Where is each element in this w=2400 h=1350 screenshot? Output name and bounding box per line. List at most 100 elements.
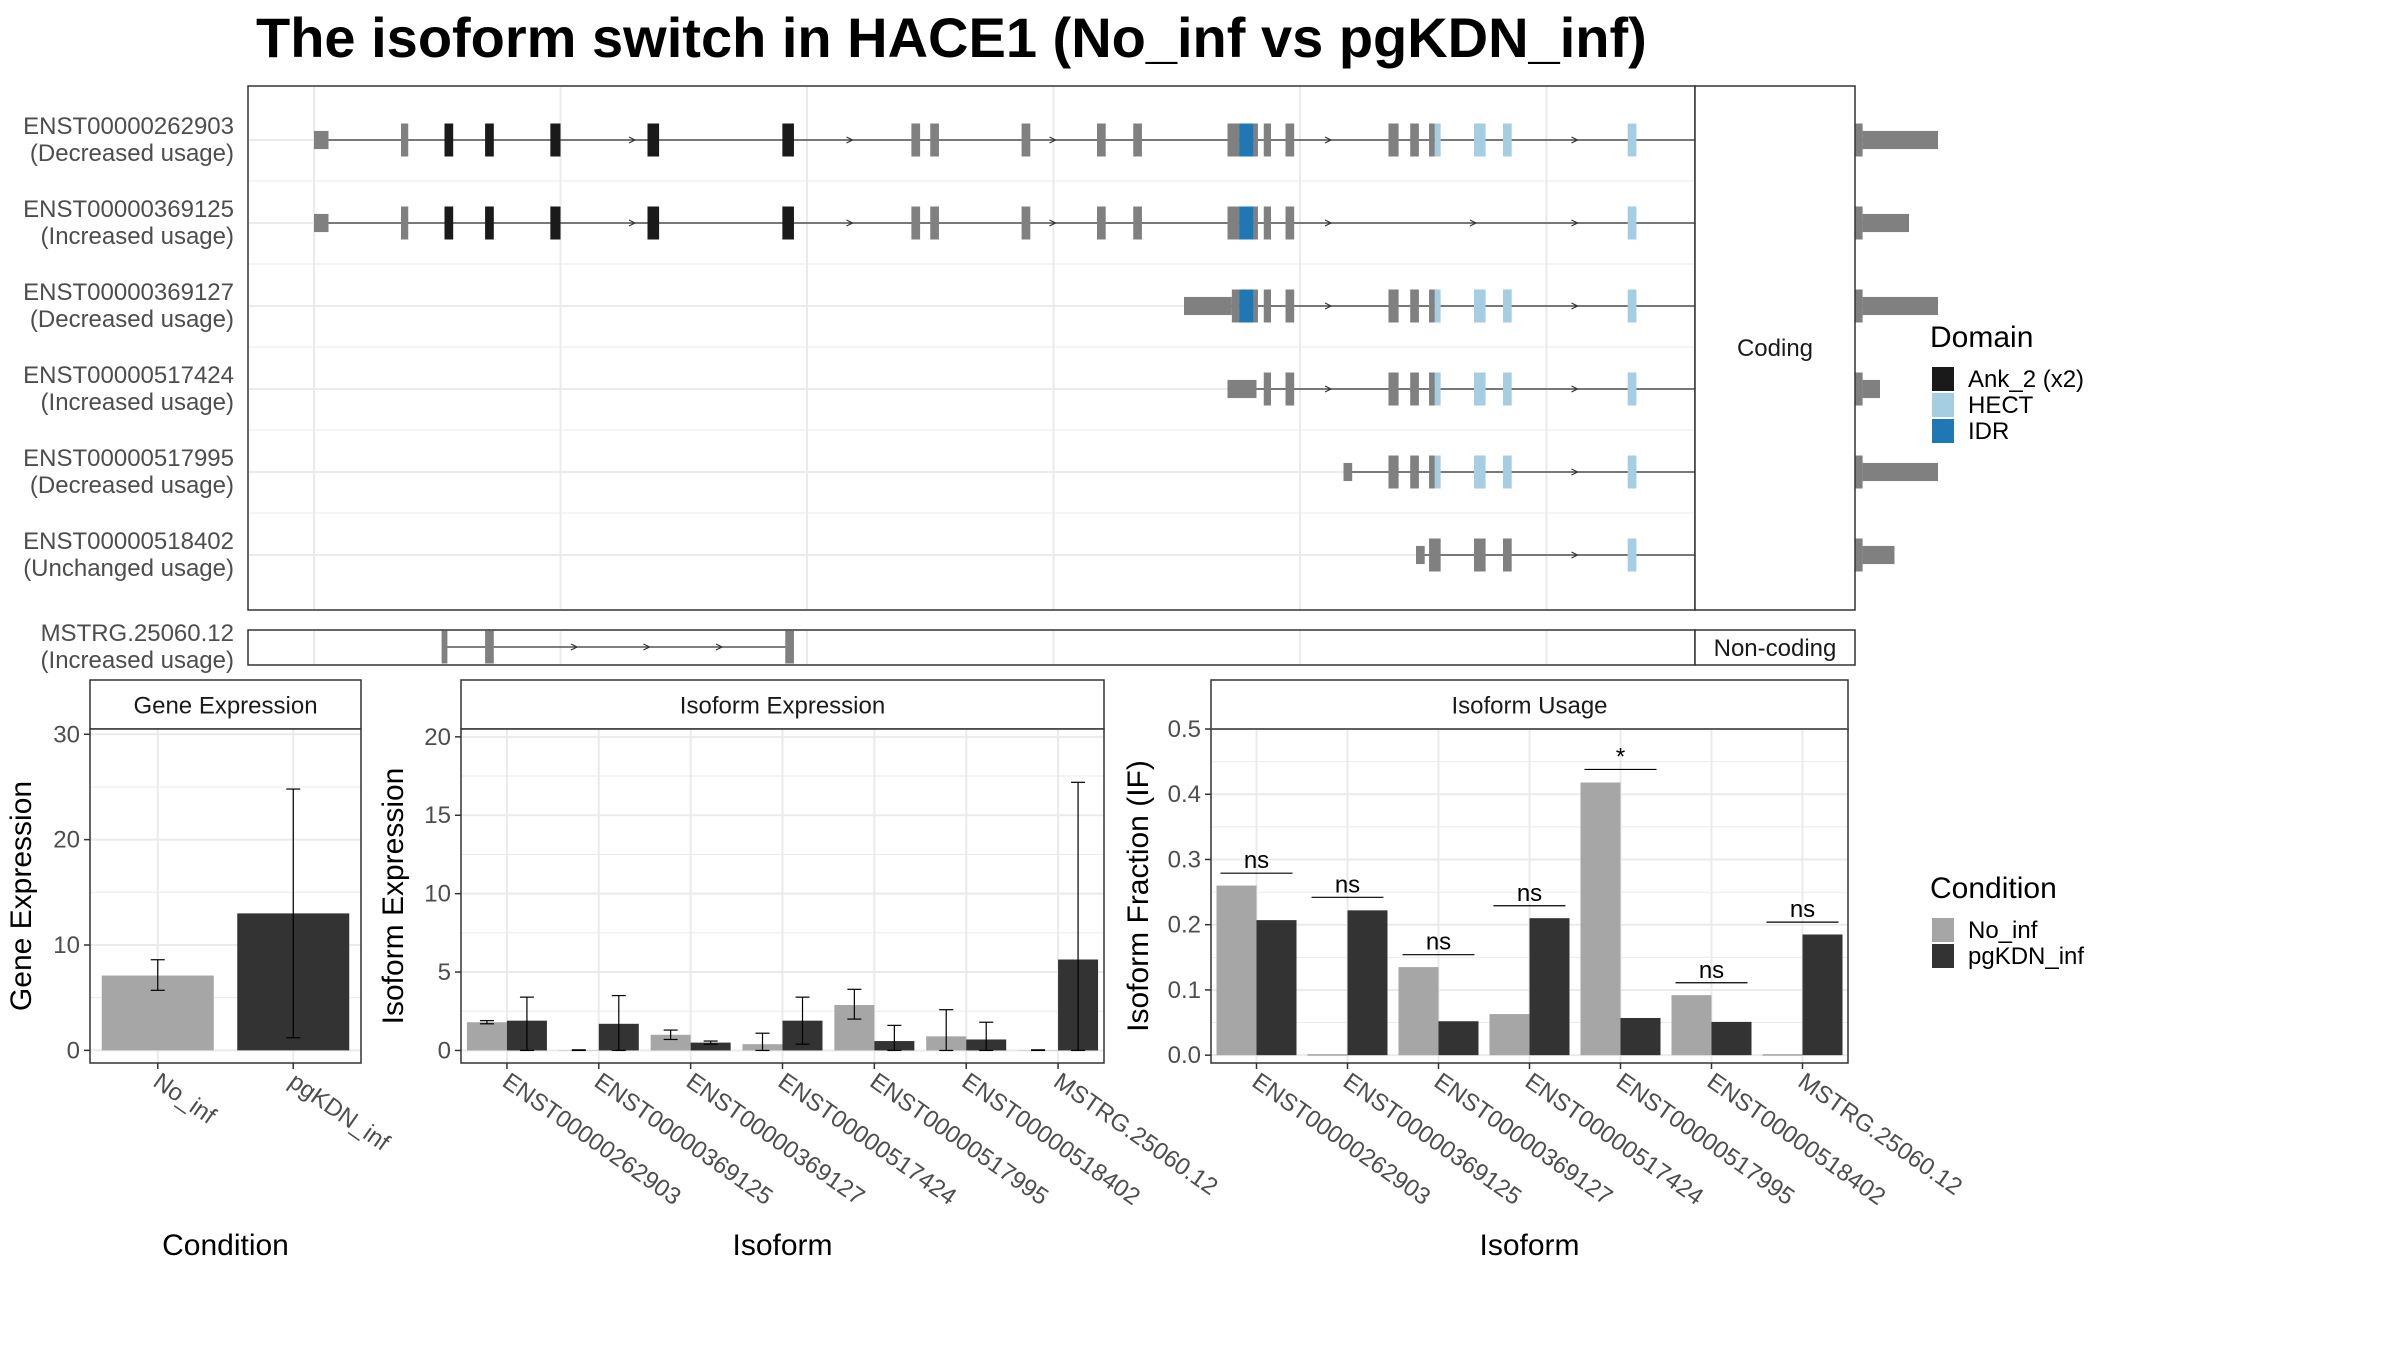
isoform-usage-label: (Increased usage): [41, 223, 234, 250]
significance-label: ns: [1244, 847, 1269, 874]
isoform-enst00000517424-exon-block: [1388, 372, 1399, 406]
isoform-expression-panel: Isoform Expression05101520ENST0000026290…: [377, 679, 1223, 1262]
isoform-mstrg.25060.12-exon-block: [441, 630, 448, 664]
isoform-label-enst00000369127: ENST00000369127: [23, 279, 234, 306]
bar: [1216, 885, 1257, 1056]
y-tick-label: 0: [67, 1037, 80, 1064]
isoform-enst00000262903-direction-arrow: [628, 136, 637, 144]
isoform-enst00000369125-exon-block: [1253, 206, 1258, 240]
panel-strip: [460, 679, 1105, 730]
condition-legend-label: pgKDN_inf: [1968, 943, 2084, 970]
isoform-enst00000262903-exon-block: [1862, 130, 1938, 150]
isoform-enst00000262903-hect-block: [1434, 123, 1441, 157]
bar: [1256, 920, 1297, 1056]
y-tick-label: 0.1: [1168, 977, 1201, 1004]
isoform-enst00000262903-exon-block: [1855, 123, 1863, 157]
isoform-enst00000369125-direction-arrow: [1469, 219, 1478, 227]
isoform-enst00000262903-ank-block: [550, 123, 561, 157]
isoform-enst00000262903-exon-block: [314, 130, 329, 150]
bar: [1489, 1014, 1530, 1056]
isoform-enst00000262903-ank-block: [647, 123, 660, 157]
isoform-enst00000369127-hect-block: [1434, 289, 1441, 323]
panel-strip-title: Isoform Usage: [1451, 693, 1607, 720]
isoform-mstrg.25060.12-exon-block: [785, 630, 794, 664]
isoform-enst00000369125-exon-block: [314, 213, 329, 233]
panel-strip-title: Gene Expression: [133, 693, 317, 720]
isoform-enst00000369125-direction-arrow: [1324, 219, 1333, 227]
isoform-enst00000369127-exon-block: [1184, 296, 1232, 316]
isoform-enst00000369125-exon-block: [1855, 206, 1863, 240]
isoform-enst00000369127-exon-block: [1263, 289, 1271, 323]
coding-strip: [1694, 85, 1856, 611]
isoform-enst00000262903-exon-block: [930, 123, 939, 157]
isoform-enst00000369125-direction-arrow: [628, 219, 637, 227]
noncoding-strip-label: Non-coding: [1714, 635, 1837, 662]
isoform-enst00000517424-hect-block: [1434, 372, 1441, 406]
x-axis-title: Isoform: [1479, 1229, 1579, 1262]
y-axis-title: Isoform Expression: [377, 768, 410, 1025]
isoform-enst00000517995-exon-block: [1855, 455, 1863, 489]
isoform-label-enst00000369125: ENST00000369125: [23, 196, 234, 223]
y-tick-label: 0.4: [1168, 781, 1201, 808]
isoform-enst00000369125-exon-block: [911, 206, 921, 240]
isoform-enst00000262903-direction-arrow: [1049, 136, 1057, 144]
isoform-enst00000262903-exon-block: [1285, 123, 1295, 157]
y-tick-label: 0.0: [1168, 1042, 1201, 1069]
isoform-enst00000517995-exon-block: [1862, 462, 1938, 482]
isoform-usage-label: (Unchanged usage): [23, 555, 234, 582]
isoform-enst00000369125-direction-arrow: [846, 219, 854, 227]
isoform-enst00000517995-exon-block: [1388, 455, 1399, 489]
isoform-mstrg.25060.12-exon-block: [485, 630, 494, 664]
isoform-mstrg.25060.12-direction-arrow: [570, 643, 579, 651]
bar: [466, 1022, 507, 1051]
isoform-enst00000369125-exon-block: [1021, 206, 1031, 240]
domain-legend-key: [1932, 393, 1954, 417]
bar: [1802, 934, 1843, 1056]
coding-structure-panel: Coding: [247, 85, 1938, 611]
isoform-enst00000369125-direction-arrow: [1049, 219, 1057, 227]
bar: [650, 1034, 691, 1051]
x-tick-label: pgKDN_inf: [284, 1068, 395, 1157]
isoform-enst00000262903-hect-block: [1474, 123, 1486, 157]
isoform-enst00000262903-exon-block: [401, 123, 409, 157]
isoform-enst00000369125-hect-block: [1627, 206, 1637, 240]
bar: [690, 1042, 731, 1051]
isoform-enst00000369125-exon-block: [1133, 206, 1142, 240]
isoform-usage-label: (Decreased usage): [30, 140, 234, 167]
x-axis-title: Isoform: [732, 1229, 832, 1262]
isoform-enst00000517424-exon-block: [1227, 379, 1257, 399]
isoform-enst00000517995-hect-block: [1474, 455, 1486, 489]
isoform-usage-panel: Isoform Usage ns ns ns ns * ns ns 0.0 0.1 0.2 0.3 0.…: [1122, 679, 1967, 1262]
bar: [1711, 1021, 1752, 1056]
isoform-enst00000517995-exon-block: [1429, 455, 1435, 489]
isoform-enst00000517995-exon-block: [1410, 455, 1419, 489]
domain-legend-title: Domain: [1930, 321, 2033, 354]
bar: [1529, 918, 1570, 1056]
noncoding-structure-panel: Non-coding: [247, 629, 1856, 666]
isoform-enst00000262903-ank-block: [444, 123, 454, 157]
isoform-enst00000517424-hect-block: [1503, 372, 1512, 406]
y-tick-label: 10: [53, 932, 80, 959]
isoform-enst00000262903-direction-arrow: [1324, 136, 1333, 144]
isoform-enst00000369125-ank-block: [485, 206, 494, 240]
panel-strip: [89, 679, 362, 730]
isoform-enst00000369127-exon-block: [1253, 289, 1258, 323]
coding-panel-frame: [247, 85, 1696, 611]
significance-label: *: [1616, 743, 1625, 770]
isoform-enst00000518402-exon-block: [1416, 545, 1425, 565]
isoform-enst00000369125-ank-block: [444, 206, 454, 240]
figure-title: The isoform switch in HACE1 (No_inf vs p…: [256, 6, 1647, 69]
isoform-enst00000369125-exon-block: [1097, 206, 1106, 240]
condition-legend-key: [1932, 918, 1954, 942]
domain-legend-label: HECT: [1968, 392, 2034, 419]
isoform-enst00000518402-hect-block: [1627, 538, 1637, 572]
isoform-enst00000262903-exon-block: [1410, 123, 1419, 157]
significance-label: ns: [1426, 929, 1451, 956]
y-tick-label: 10: [424, 881, 451, 908]
isoform-enst00000517424-exon-block: [1410, 372, 1419, 406]
isoform-label-enst00000518402: ENST00000518402: [23, 528, 234, 555]
isoform-enst00000369125-ank-block: [782, 206, 794, 240]
isoform-enst00000262903-exon-block: [1253, 123, 1258, 157]
